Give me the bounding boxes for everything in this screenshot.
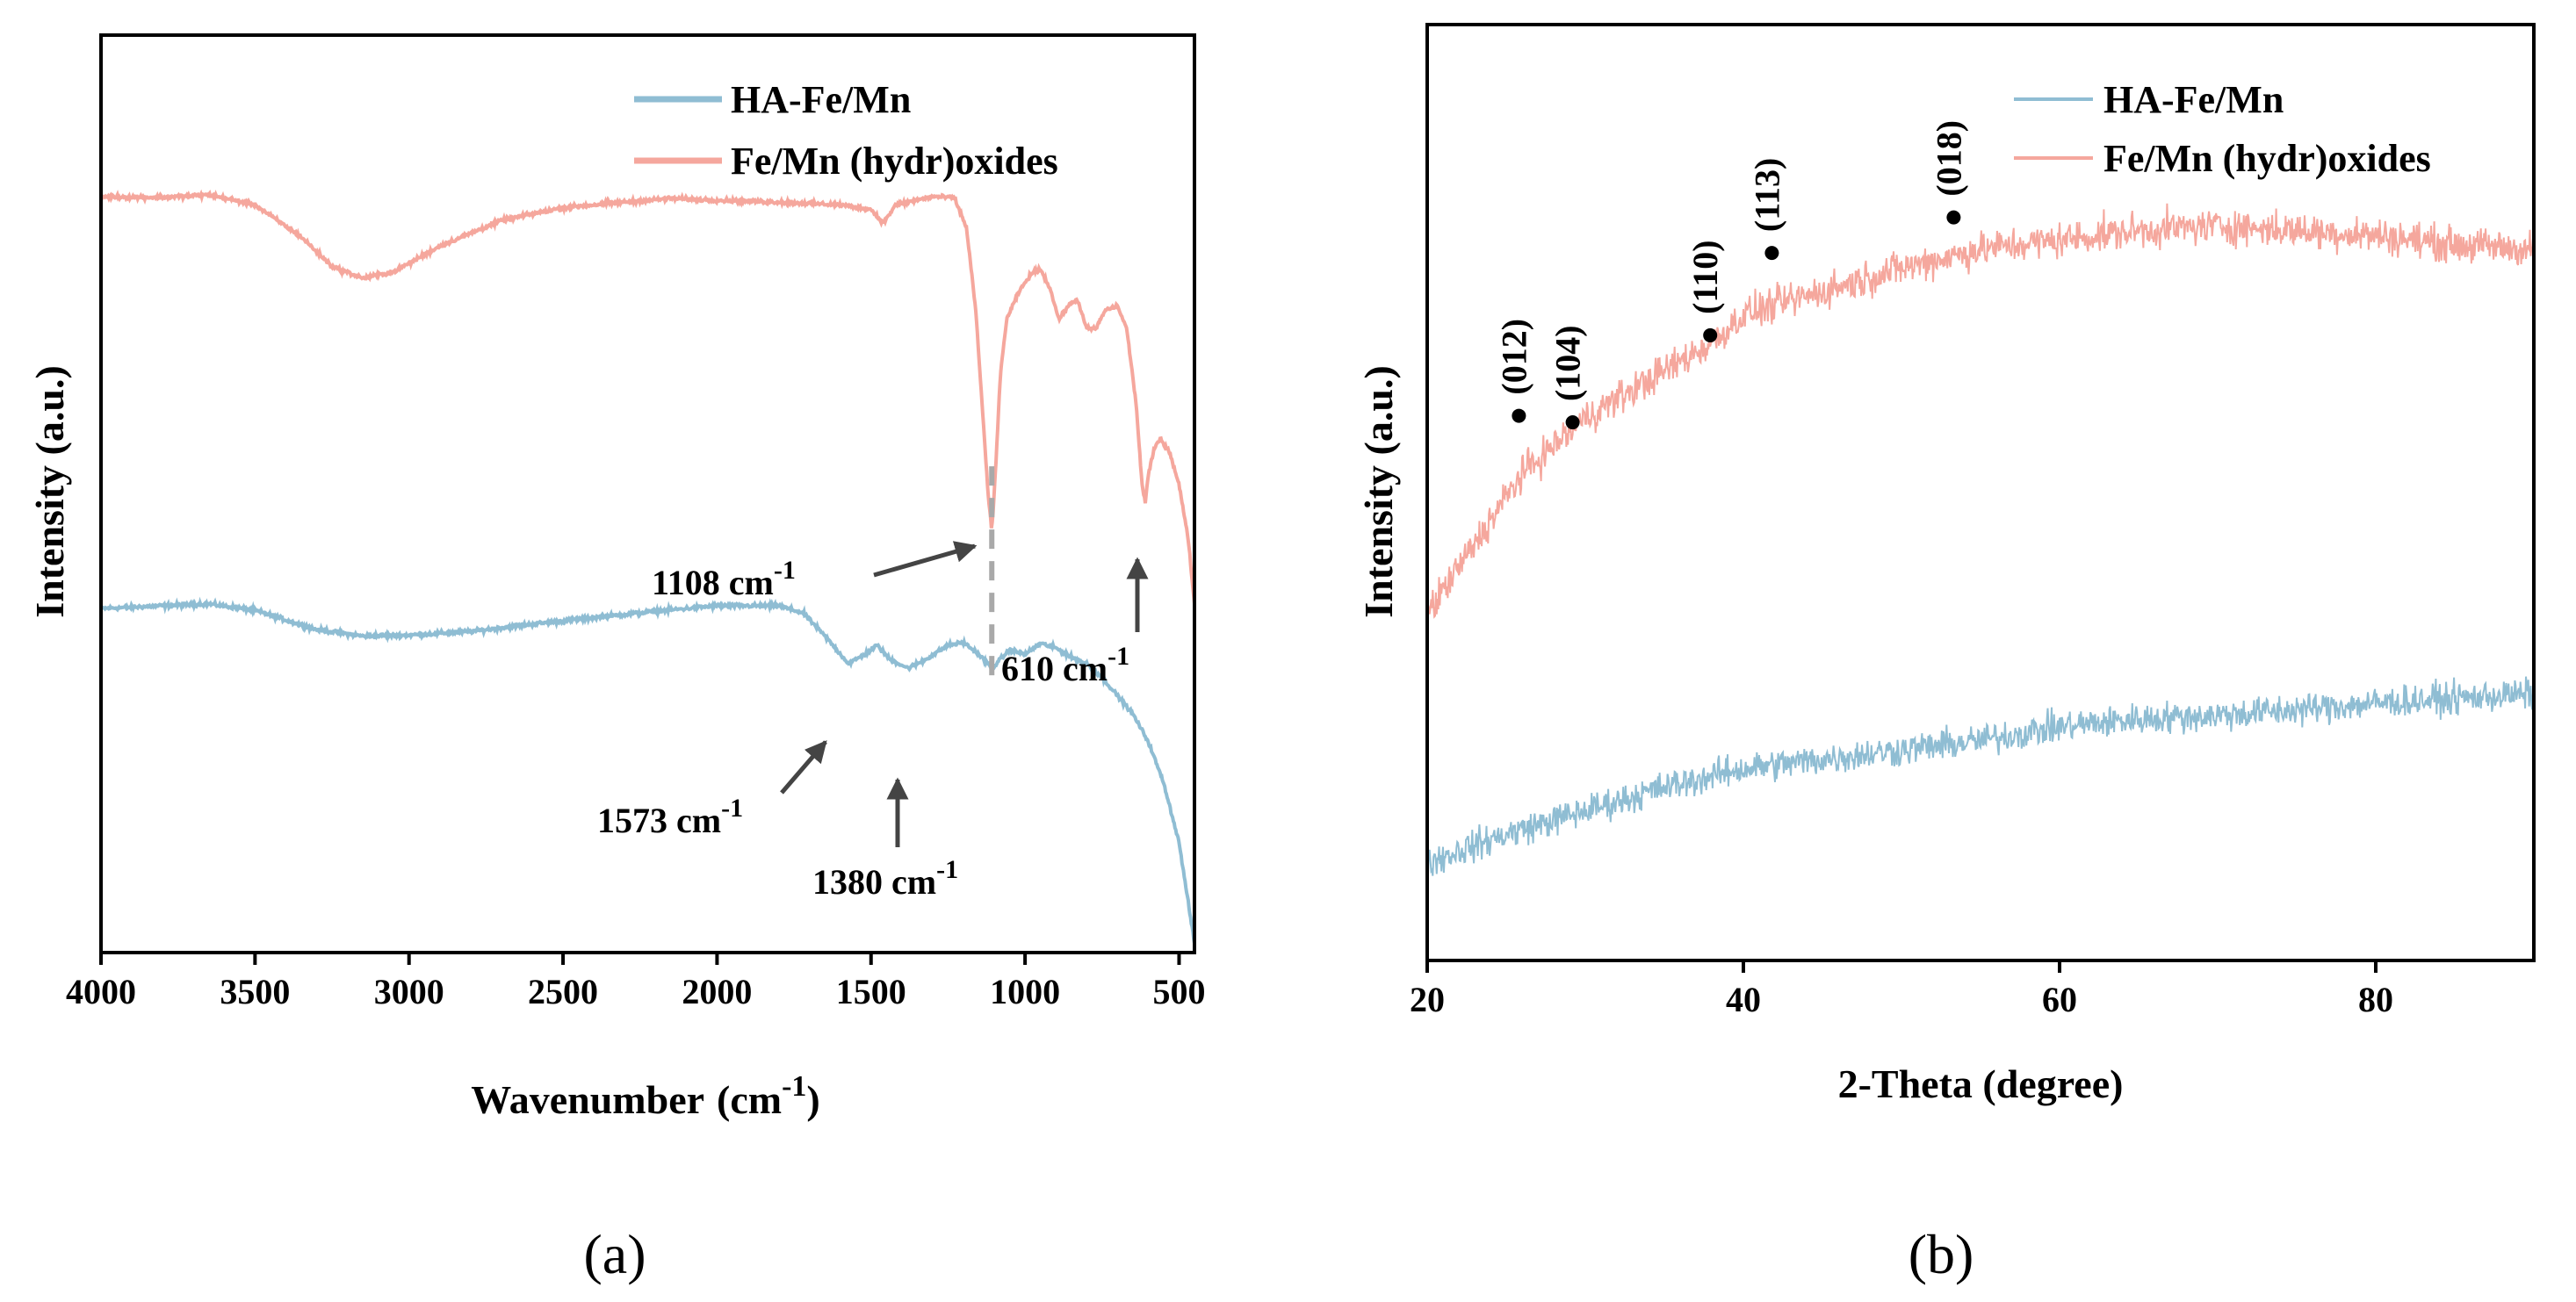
panel-b-series-femn-oxides-line: [1426, 203, 2535, 623]
panel-a-annotation-1380: 1380 cm-1: [812, 777, 958, 902]
panel-b-y-axis-label: Intensity (a.u.): [1356, 365, 1401, 618]
panel-a-x-ticks: 4000 3500 3000 2500 2000 1500 1000 500: [66, 953, 1205, 1011]
panel-a-annotation-1573-arrow: [780, 740, 827, 795]
panel-b-caption: (b): [1909, 1223, 1974, 1285]
panel-a-annotation-1573: 1573 cm-1: [597, 740, 827, 840]
panel-b-peak-label-3: (113): [1747, 158, 1786, 232]
panel-a-series-femn-oxides-line: [100, 189, 1196, 604]
a-x-tick-label-3500: 3500: [220, 972, 290, 1011]
panel-a-annotation-1108-arrow: [873, 541, 978, 578]
panel-b-peak-label-4: (018): [1929, 120, 1968, 197]
panel-a-annotation-1108: 1108 cm-1: [652, 541, 978, 602]
panel-a-caption: (a): [583, 1223, 646, 1285]
a-x-tick-label-4000: 4000: [66, 972, 136, 1011]
a-x-tick-label-2000: 2000: [682, 972, 752, 1011]
panel-b-peak-dot-4: [1946, 210, 1961, 225]
b-x-tick-label-60: 60: [2042, 980, 2077, 1019]
panel-a-annotation-1573-label: 1573 cm-1: [597, 794, 743, 840]
panel-b-peak-label-2: (110): [1685, 240, 1725, 313]
a-x-tick-label-3000: 3000: [374, 972, 444, 1011]
panel-a: 4000 3500 3000 2500 2000 1500 1000 500 Wavenumb…: [27, 33, 1205, 1285]
panel-b-peak-dot-2: [1703, 327, 1718, 342]
panel-a-series-ha-femn-line: [99, 596, 1196, 944]
panel-b-peak-dot-0: [1512, 408, 1526, 423]
panel-a-annotation-1380-label: 1380 cm-1: [812, 855, 958, 902]
a-x-tick-label-1500: 1500: [836, 972, 906, 1011]
panel-a-legend-label-femn-oxides: Fe/Mn (hydr)oxides: [731, 140, 1058, 183]
a-x-tick-label-500: 500: [1152, 972, 1205, 1011]
b-x-tick-label-80: 80: [2358, 980, 2393, 1019]
panel-a-series-group: [99, 189, 1196, 944]
panel-b-legend-label-ha-femn: HA-Fe/Mn: [2103, 78, 2284, 121]
b-x-tick-label-40: 40: [1726, 980, 1761, 1019]
a-x-tick-label-1000: 1000: [990, 972, 1060, 1011]
panel-b-peak-dot-1: [1565, 415, 1580, 430]
panel-b-peak-label-1: (104): [1548, 325, 1588, 401]
panel-b-peak-label-0: (012): [1494, 319, 1533, 395]
panel-b-frame: [1425, 23, 2536, 962]
panel-a-x-axis-label: Wavenumber (cm-1): [471, 1070, 820, 1122]
panel-b: 20 40 60 80 2-Theta (degree) Intensity (a.u…: [1356, 23, 2536, 1285]
panel-a-legend-label-ha-femn: HA-Fe/Mn: [731, 78, 911, 121]
panel-b-legend: HA-Fe/Mn Fe/Mn (hydr)oxides: [2014, 78, 2431, 180]
panel-a-frame: [99, 33, 1196, 954]
panel-b-legend-label-femn-oxides: Fe/Mn (hydr)oxides: [2103, 137, 2431, 180]
panel-b-x-axis-label: 2-Theta (degree): [1838, 1061, 2124, 1106]
panel-a-y-axis-label: Intensity (a.u.): [27, 365, 72, 618]
b-x-tick-label-20: 20: [1410, 980, 1445, 1019]
panel-b-x-ticks: 20 40 60 80: [1410, 960, 2393, 1019]
panel-b-series-ha-femn-line: [1426, 676, 2535, 876]
panel-a-legend: HA-Fe/Mn Fe/Mn (hydr)oxides: [634, 78, 1058, 183]
panel-a-annotation-610-label: 610 cm-1: [1001, 642, 1129, 688]
panel-b-series-group: [1426, 203, 2535, 876]
panel-a-annotation-1108-label: 1108 cm-1: [652, 556, 796, 602]
panel-b-peak-dot-3: [1764, 246, 1779, 261]
panel-b-peak-markers: (012) (104) (110) (113) (018): [1494, 120, 1968, 430]
panel-a-annotation-610: 610 cm-1: [1001, 557, 1149, 688]
a-x-tick-label-2500: 2500: [528, 972, 598, 1011]
